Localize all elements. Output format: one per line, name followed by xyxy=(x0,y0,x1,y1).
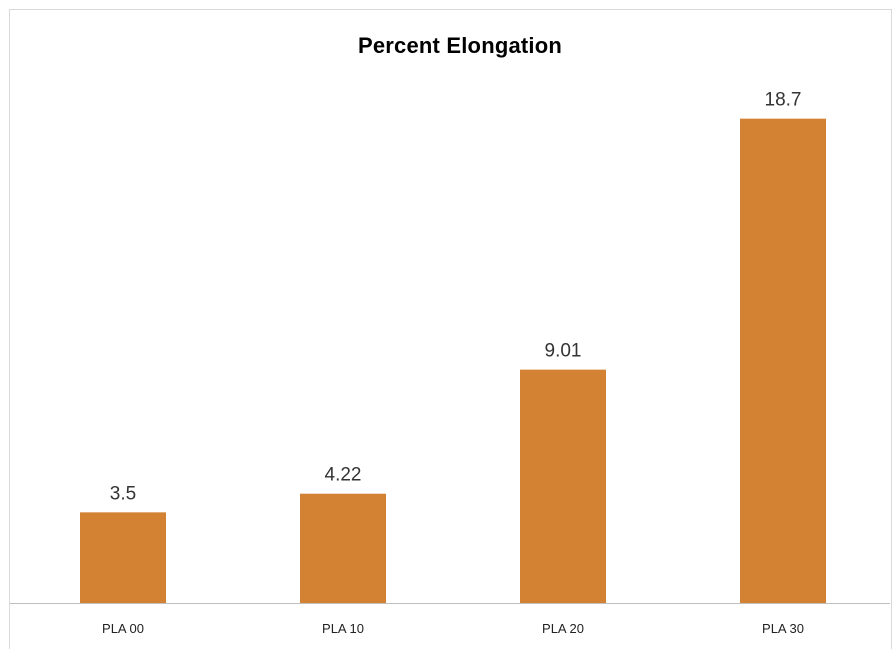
x-tick-label-pla-30: PLA 30 xyxy=(762,621,804,636)
x-tick-label-pla-10: PLA 10 xyxy=(322,621,364,636)
chart-title: Percent Elongation xyxy=(357,33,563,58)
bar-pla-30 xyxy=(740,118,826,604)
data-label-pla-10: 4.22 xyxy=(325,465,362,486)
bar-pla-20 xyxy=(520,369,606,603)
chart-frame xyxy=(9,9,892,649)
bar-pla-10 xyxy=(300,493,386,603)
bar-pla-00 xyxy=(80,512,166,603)
data-label-pla-00: 3.5 xyxy=(110,483,136,504)
x-tick-label-pla-00: PLA 00 xyxy=(102,621,144,636)
data-label-pla-20: 9.01 xyxy=(545,341,582,362)
data-label-pla-30: 18.7 xyxy=(765,90,802,111)
x-tick-label-pla-20: PLA 20 xyxy=(542,621,584,636)
